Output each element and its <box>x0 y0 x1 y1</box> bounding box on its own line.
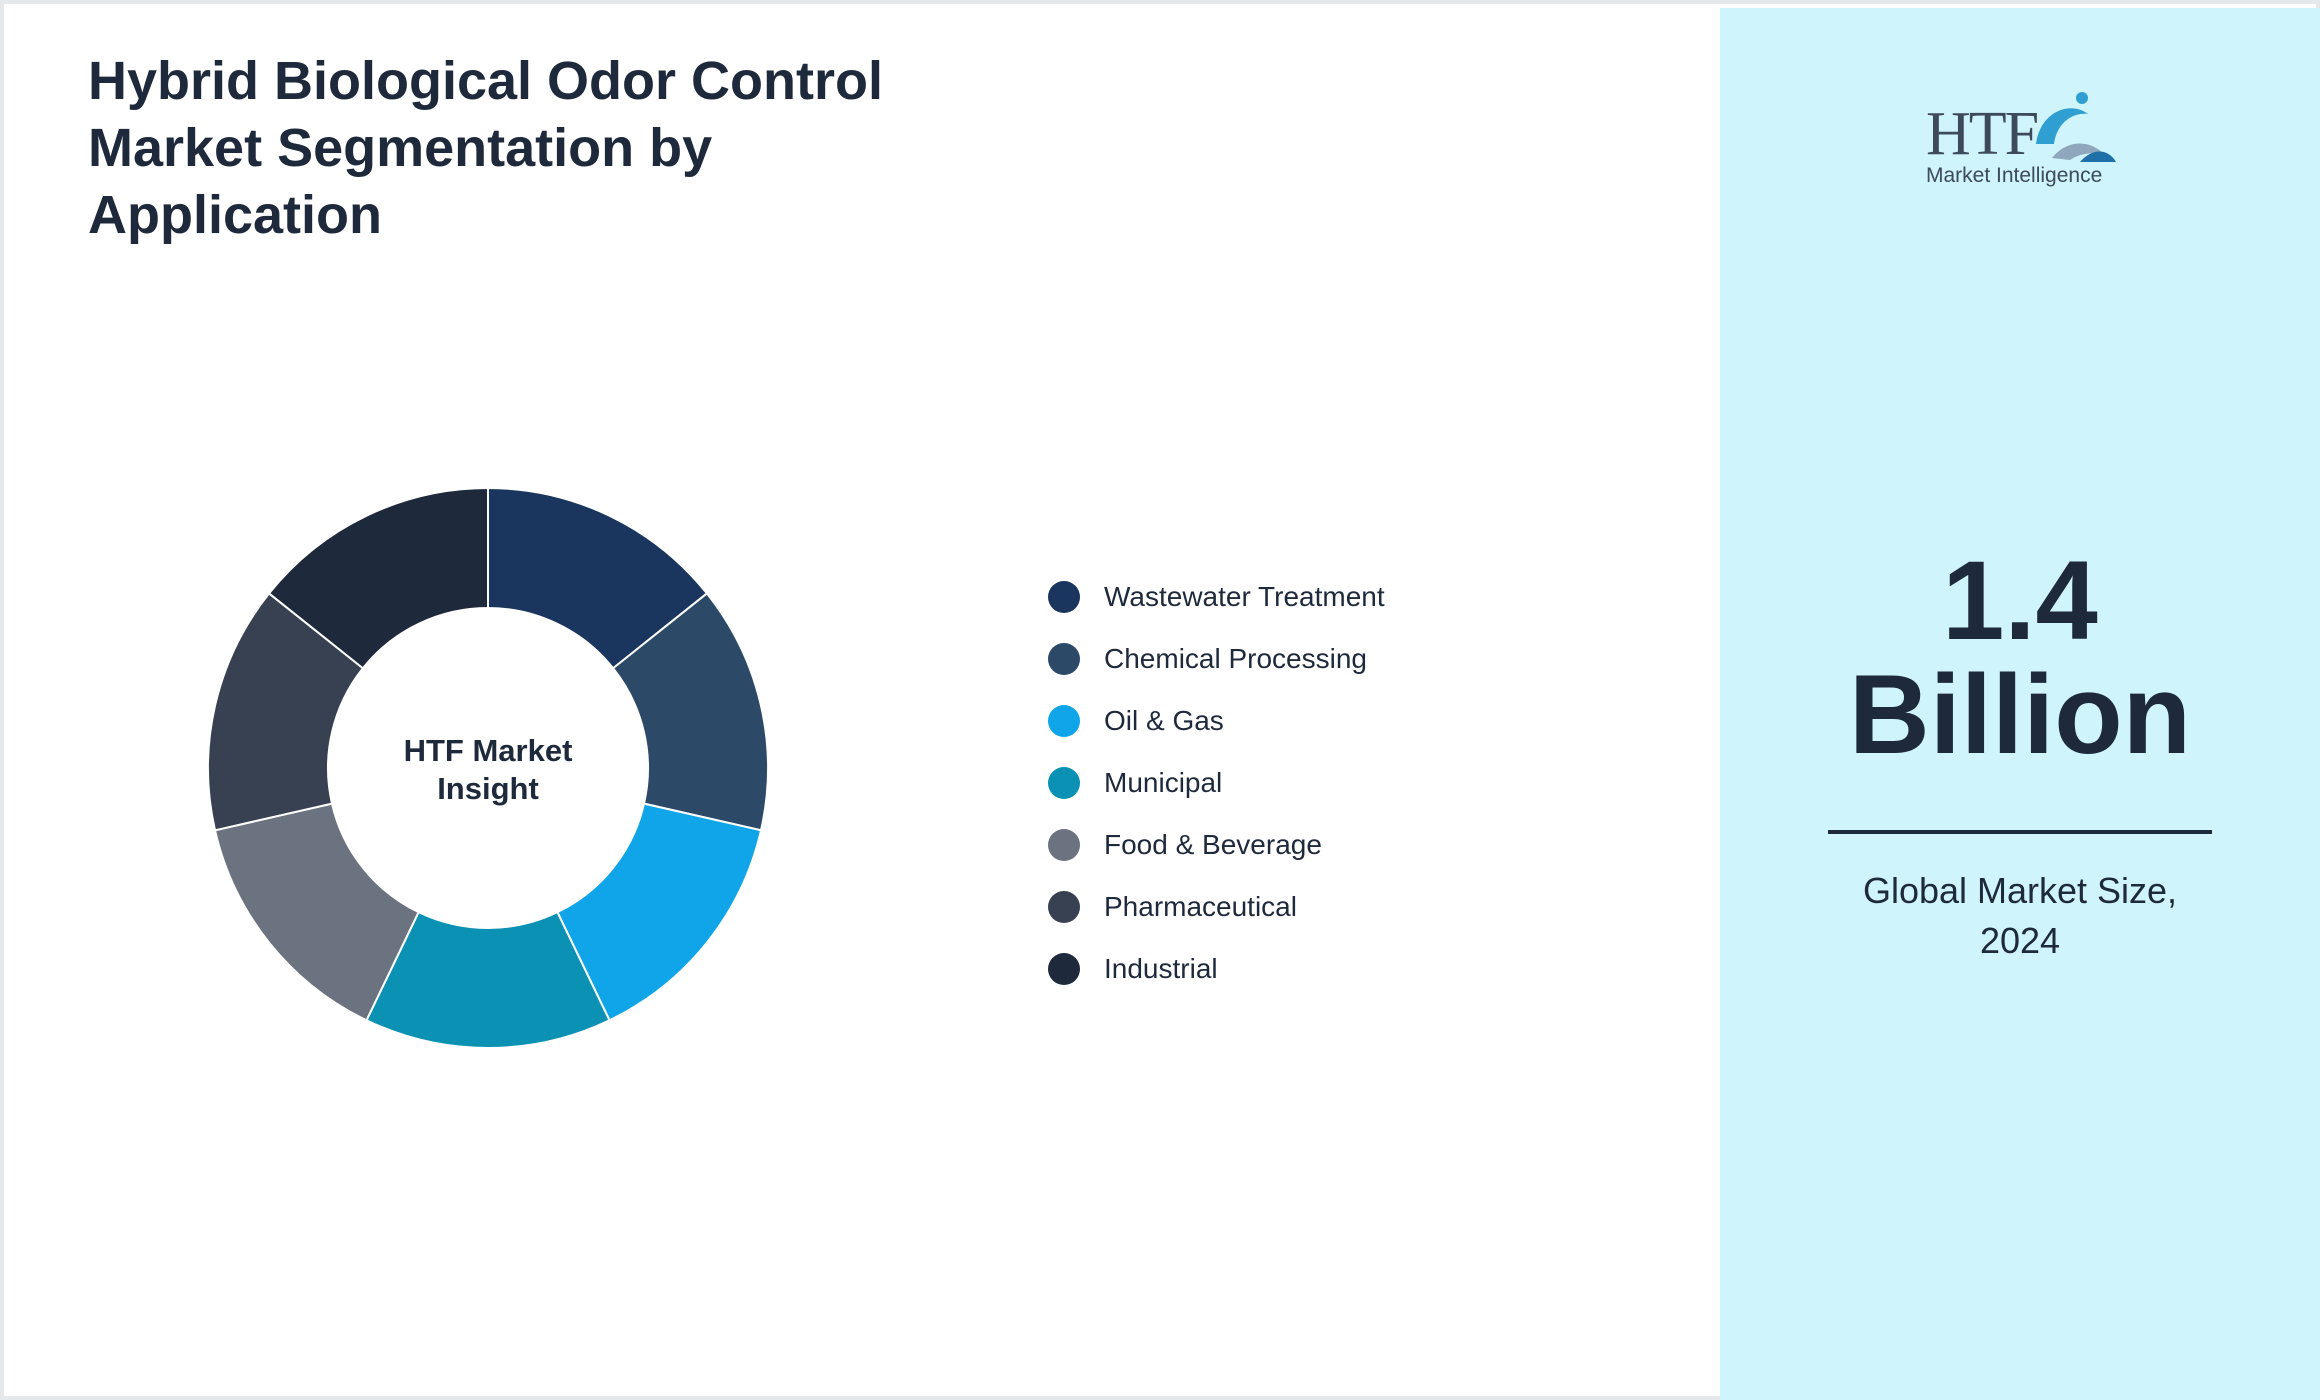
htf-logo: HTF Market Intelligence <box>1926 92 2116 187</box>
legend-item: Food & Beverage <box>1048 814 1385 876</box>
legend-item: Oil & Gas <box>1048 690 1385 752</box>
donut-center-label-line1: HTF Market <box>404 733 573 768</box>
donut-slice-chemical-processing <box>611 592 769 832</box>
donut-slice-municipal <box>365 910 611 1049</box>
legend-label: Chemical Processing <box>1104 643 1367 674</box>
market-size-caption: Global Market Size, 2024 <box>1780 866 2260 966</box>
market-size-panel: HTF Market Intelligence 1.4 Billion Glob… <box>1720 8 2320 1400</box>
legend-label: Industrial <box>1104 953 1218 984</box>
legend-swatch <box>1048 643 1080 675</box>
logo-figure-head <box>2076 92 2088 104</box>
legend-label: Wastewater Treatment <box>1104 581 1385 612</box>
legend-swatch <box>1048 581 1080 613</box>
legend-swatch <box>1048 891 1080 923</box>
legend-item: Chemical Processing <box>1048 628 1385 690</box>
legend-swatch <box>1048 953 1080 985</box>
donut-chart: HTF Market Insight <box>207 486 769 1049</box>
logo-wave <box>2080 151 2116 162</box>
caption-line2: 2024 <box>1979 920 2061 961</box>
main-panel: Hybrid Biological Odor Control Market Se… <box>8 8 1720 1400</box>
chart-legend: Wastewater Treatment Chemical Processing O… <box>1048 566 1385 1000</box>
logo-brand-text: HTF <box>1926 100 2038 168</box>
donut-slice-oil-gas <box>556 802 763 1022</box>
donut-slices <box>207 486 769 1049</box>
donut-slice-wastewater-treatment <box>487 486 709 670</box>
caption-line1: Global Market Size, <box>1862 870 2178 911</box>
legend-item: Industrial <box>1048 938 1385 1000</box>
legend-item: Wastewater Treatment <box>1048 566 1385 628</box>
logo-figures <box>2052 143 2106 160</box>
legend-label: Oil & Gas <box>1104 705 1224 736</box>
donut-center-label-line2: Insight <box>437 771 539 806</box>
legend-label: Municipal <box>1104 767 1223 798</box>
legend-swatch <box>1048 829 1080 861</box>
legend-label: Pharmaceutical <box>1104 891 1297 922</box>
logo-swoosh <box>2036 108 2088 144</box>
donut-slice-industrial <box>267 486 489 670</box>
donut-slice-pharmaceutical <box>207 592 365 832</box>
divider-line <box>1828 830 2212 834</box>
legend-item: Municipal <box>1048 752 1385 814</box>
market-size-number: 1.4 <box>1942 538 2098 663</box>
legend-label: Food & Beverage <box>1104 829 1322 860</box>
market-size-value: 1.4 Billion <box>1720 544 2320 772</box>
legend-swatch <box>1048 767 1080 799</box>
legend-item: Pharmaceutical <box>1048 876 1385 938</box>
donut-slice-food-beverage <box>213 802 420 1022</box>
page-title: Hybrid Biological Odor Control Market Se… <box>88 51 883 245</box>
legend-swatch <box>1048 705 1080 737</box>
market-size-unit: Billion <box>1848 652 2192 777</box>
logo-tagline: Market Intelligence <box>1926 164 2102 187</box>
